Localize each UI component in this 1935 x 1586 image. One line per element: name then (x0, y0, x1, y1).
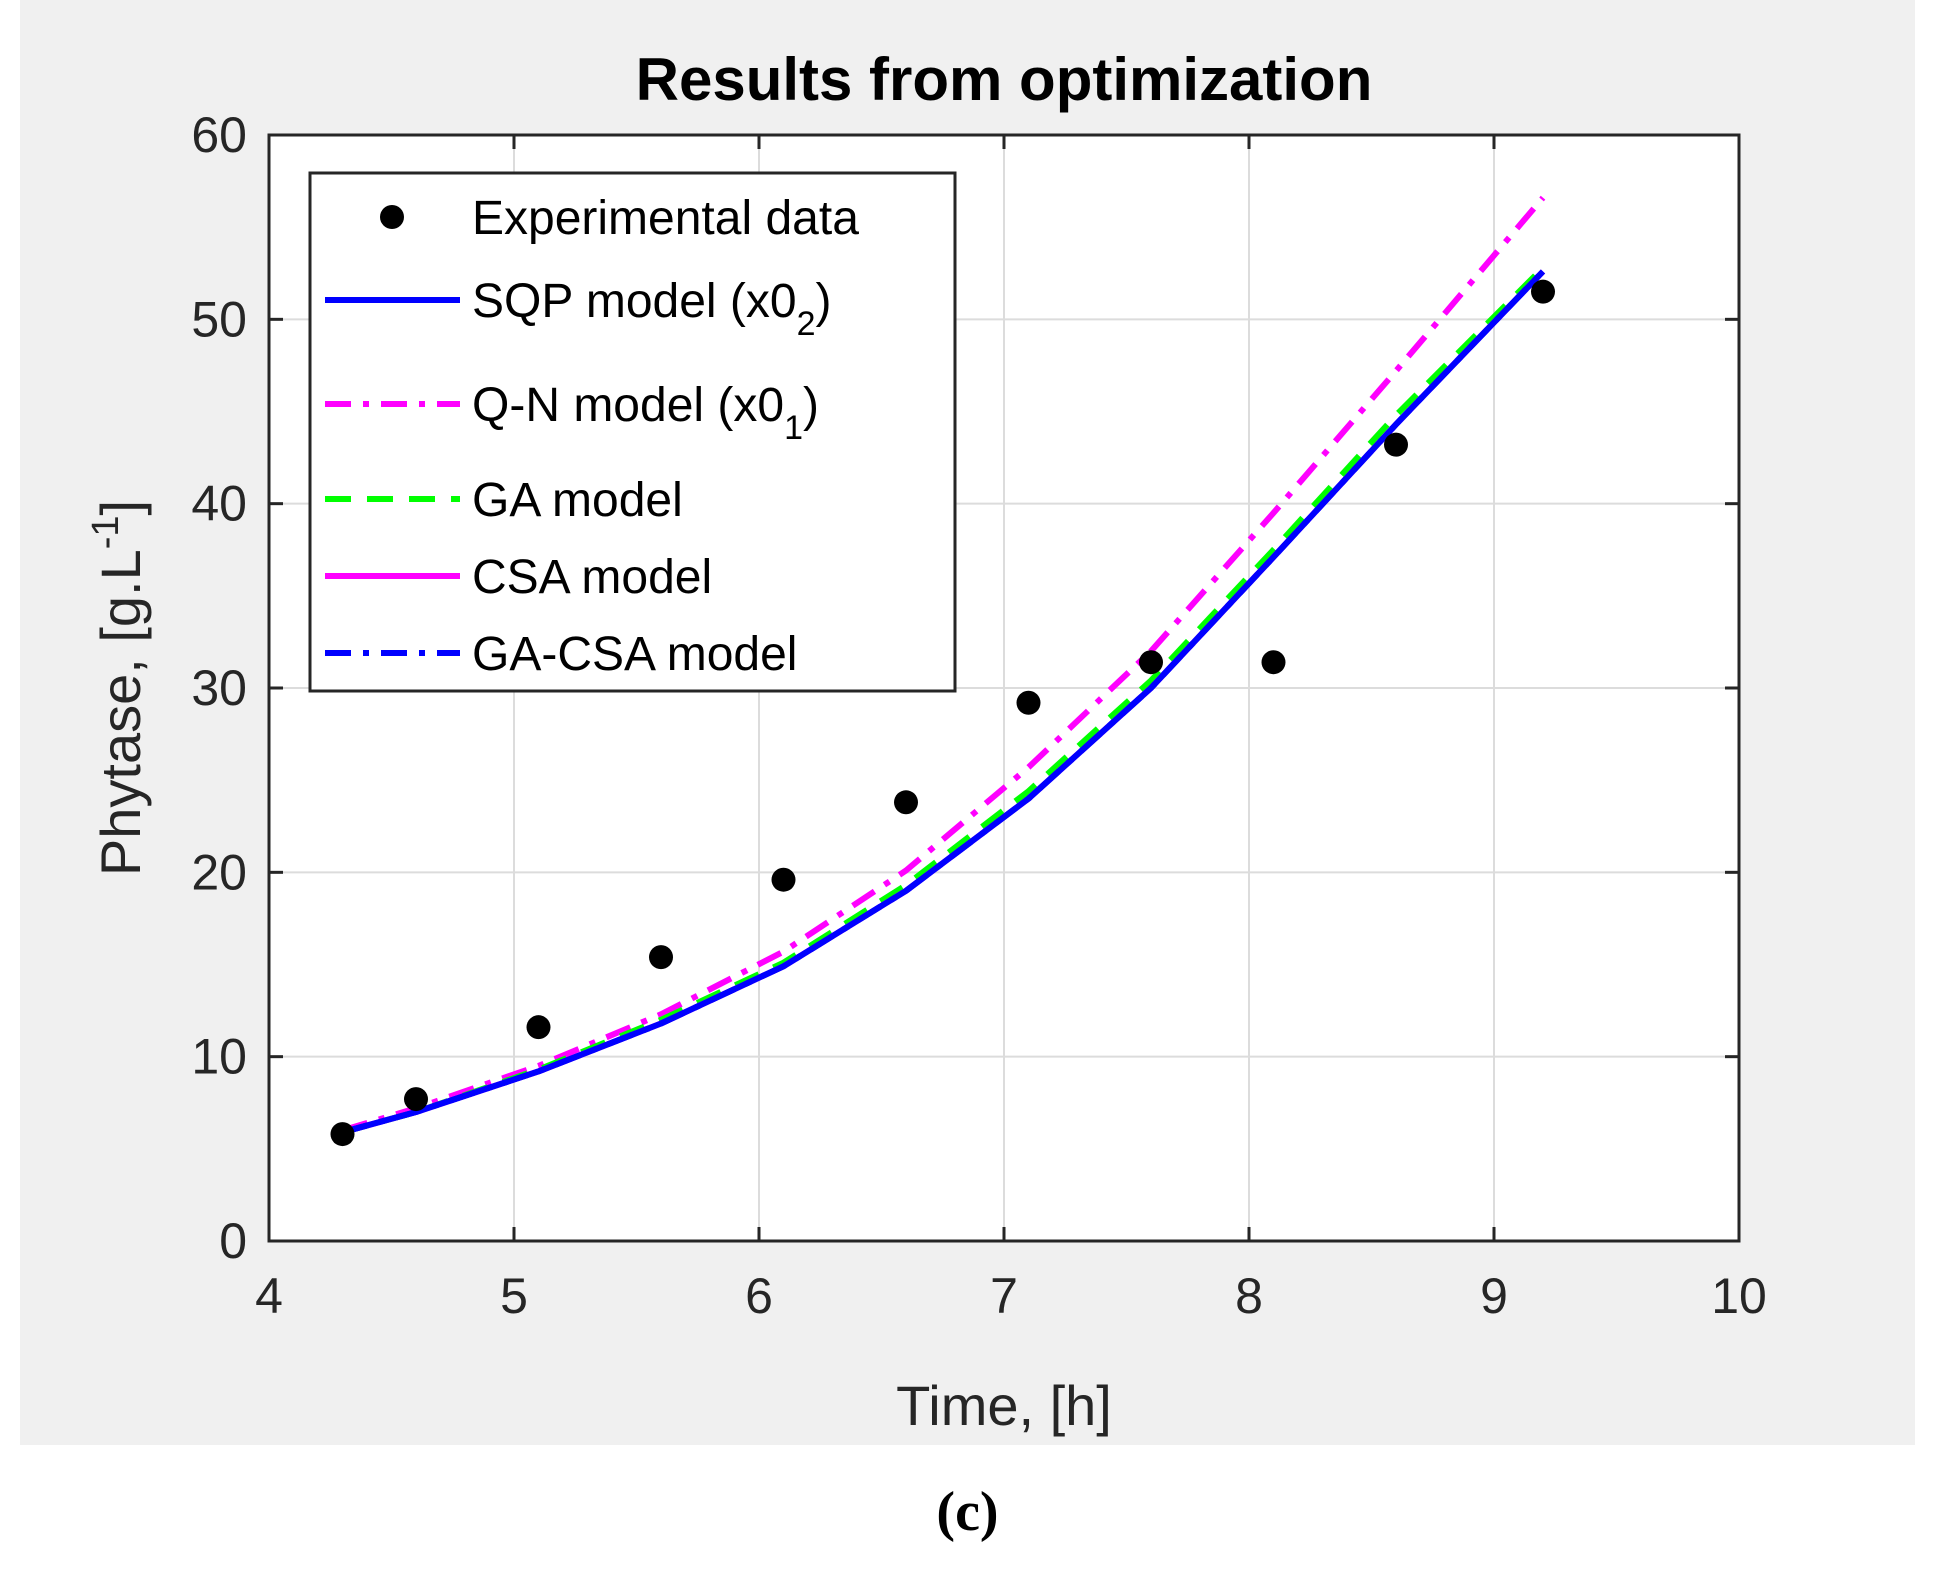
x-tick-label: 10 (1711, 1268, 1767, 1324)
legend-entry: GA-CSA model (325, 628, 797, 681)
legend-label: GA-CSA model (472, 628, 797, 681)
experimental-point (649, 945, 673, 970)
experimental-point (771, 867, 796, 892)
y-tick-label: 30 (191, 660, 247, 716)
legend-label: Q-N model (x01) (472, 379, 819, 447)
legend-entry: SQP model (x02) (325, 275, 832, 343)
legend-label-subscript: 2 (797, 305, 816, 343)
legend-box (308, 171, 957, 693)
experimental-point (1016, 690, 1041, 715)
y-tick-label: 60 (191, 107, 247, 163)
experimental-point (404, 1087, 428, 1112)
y-axis-label-end: ] (89, 500, 152, 516)
y-tick-label: 40 (191, 476, 247, 532)
series-group (341, 195, 1546, 1136)
chart-title: Results from optimization (636, 46, 1373, 113)
x-tick-label: 5 (500, 1268, 528, 1324)
legend-label-end: ) (803, 379, 819, 432)
legend-label-main: CSA model (472, 551, 712, 604)
legend-entry: CSA model (325, 551, 712, 604)
legend-label: CSA model (472, 551, 712, 604)
experimental-point (526, 1015, 551, 1040)
legend-entry-experimental: Experimental data (380, 192, 859, 245)
x-tick-label: 9 (1480, 1268, 1508, 1324)
legend-label: GA model (472, 474, 683, 527)
y-tick-label: 20 (191, 844, 247, 900)
legend-marker (380, 205, 404, 229)
legend-label: Experimental data (472, 192, 859, 245)
experimental-point (1531, 279, 1555, 304)
experimental-point (330, 1122, 355, 1147)
legend-label-end: ) (816, 275, 832, 328)
ticks: 4 5 6 7 8 9 10 0 10 20 30 40 50 60 (191, 107, 1766, 1324)
legend-label-main: GA model (472, 474, 683, 527)
experimental-point (1139, 650, 1163, 675)
series-line-ga-model (341, 265, 1546, 1136)
y-tick-label: 50 (191, 291, 247, 347)
y-axis-label-superscript: -1 (85, 515, 127, 549)
x-tick-label: 6 (745, 1268, 773, 1324)
y-axis-label: Phytase, [g.L-1] (85, 500, 152, 876)
series-line-q-n-model-x0 (341, 195, 1546, 1134)
x-tick-label: 7 (990, 1268, 1018, 1324)
legend-label-main: GA-CSA model (472, 628, 797, 681)
legend-label-subscript: 1 (784, 409, 803, 447)
experimental-markers (330, 279, 1555, 1147)
legend-entry: GA model (325, 474, 683, 527)
y-axis-label-main: Phytase, [g.L (89, 549, 152, 876)
x-axis-label: Time, [h] (896, 1374, 1112, 1437)
experimental-point (1384, 432, 1408, 457)
legend-label-main: SQP model (x0 (472, 275, 797, 328)
y-tick-label: 0 (219, 1213, 247, 1269)
experimental-point (1261, 650, 1286, 675)
experimental-point (894, 790, 918, 815)
legend-entry: Q-N model (x01) (325, 379, 819, 447)
x-tick-label: 8 (1235, 1268, 1263, 1324)
panel-label: (c) (936, 1481, 999, 1543)
legend-label: SQP model (x02) (472, 275, 832, 343)
legend-label-main: Q-N model (x0 (472, 379, 784, 432)
x-tick-label: 4 (255, 1268, 283, 1324)
series-line-sqp-model-x0 (341, 269, 1546, 1136)
y-tick-label: 10 (191, 1029, 247, 1085)
